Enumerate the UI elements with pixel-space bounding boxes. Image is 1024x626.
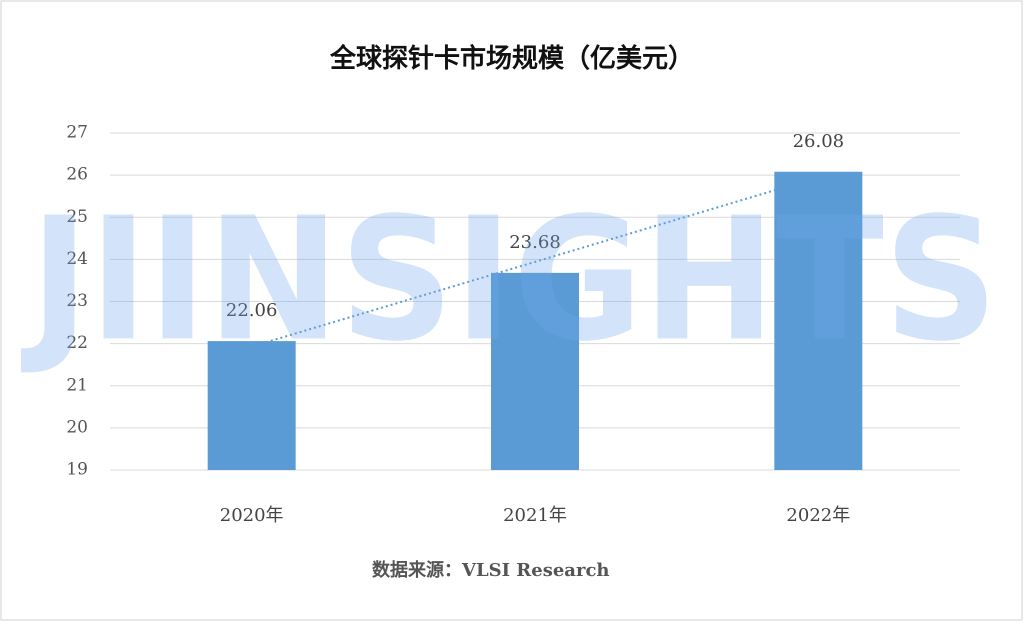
bar	[491, 272, 579, 470]
y-tick-label: 27	[66, 123, 88, 143]
x-tick-label: 2021年	[503, 505, 567, 526]
y-tick-label: 24	[66, 249, 88, 269]
x-tick-label: 2020年	[220, 505, 284, 526]
plot-area: 19 20 21 22 23 24 25 26 27 2020年 22.06 2021年 23.68 20…	[66, 123, 960, 526]
y-tick-label: 20	[66, 417, 88, 437]
watermark: JIINSIGHTS	[21, 181, 998, 379]
source-note: 数据来源：VLSI Research	[372, 559, 610, 581]
y-tick-label: 19	[66, 460, 88, 480]
chart-title: 全球探针卡市场规模（亿美元）	[329, 43, 694, 74]
trendline	[251, 176, 819, 348]
y-tick-label: 25	[66, 207, 88, 227]
bar	[774, 171, 863, 470]
x-tick-label: 2022年	[786, 505, 850, 526]
value-label: 23.68	[509, 232, 561, 253]
y-tick-label: 26	[66, 165, 88, 185]
bar	[207, 341, 296, 470]
value-label: 26.08	[793, 131, 845, 152]
value-label: 22.06	[226, 300, 278, 321]
y-tick-label: 21	[66, 375, 88, 395]
y-tick-label: 22	[66, 333, 88, 353]
y-tick-label: 23	[66, 291, 88, 311]
